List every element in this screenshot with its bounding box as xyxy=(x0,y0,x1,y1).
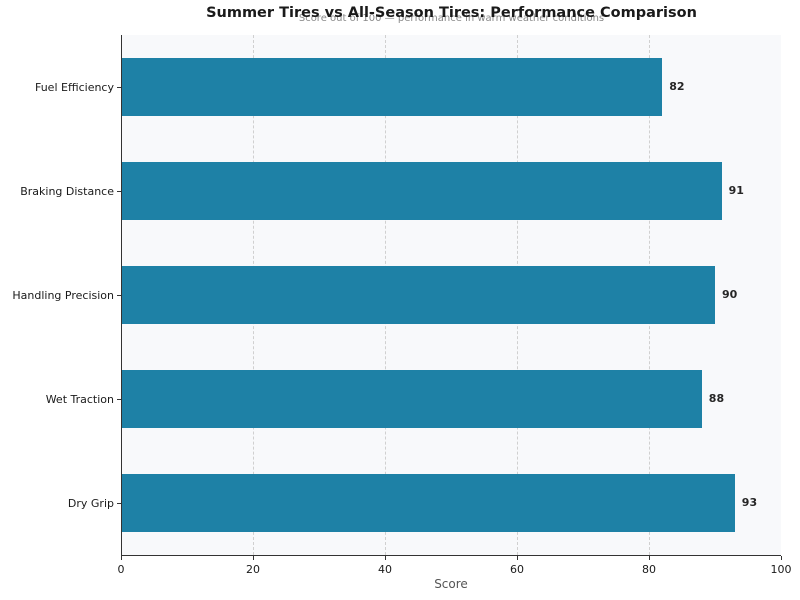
value-label: 88 xyxy=(708,392,725,405)
y-tick-label-wet-traction: Wet Traction xyxy=(45,393,114,406)
value-label: 82 xyxy=(669,80,685,93)
value-label: 91 xyxy=(728,184,744,197)
bar-wet-traction xyxy=(121,370,702,428)
y-tick-label-fuel-efficiency: Fuel Efficiency xyxy=(34,81,114,94)
y-tick xyxy=(117,191,121,192)
y-axis-line xyxy=(121,35,122,556)
x-tick xyxy=(385,556,386,560)
x-axis-line xyxy=(121,555,781,556)
value-label: 93 xyxy=(741,496,758,509)
x-tick-label: 100 xyxy=(770,563,792,576)
x-tick xyxy=(121,556,122,560)
x-tick-label: 60 xyxy=(510,563,524,576)
bar-fuel-efficiency xyxy=(121,58,663,116)
value-label: 90 xyxy=(722,288,738,301)
x-tick xyxy=(781,556,782,560)
x-tick-label: 0 xyxy=(117,563,125,576)
y-tick xyxy=(117,503,121,504)
chart-subtitle: Score out of 100 — performance in warm w… xyxy=(298,13,605,24)
plot-area: 82 91 90 88 93 xyxy=(121,35,781,555)
x-tick-label: 80 xyxy=(642,563,656,576)
y-tick-label-dry-grip: Dry Grip xyxy=(67,497,114,510)
bar-dry-grip xyxy=(121,474,735,532)
y-tick xyxy=(117,399,121,400)
x-axis-title: Score xyxy=(434,577,468,591)
x-tick xyxy=(517,556,518,560)
y-tick xyxy=(117,87,121,88)
bar-handling-precision xyxy=(121,266,715,324)
y-tick xyxy=(117,295,121,296)
x-tick-label: 40 xyxy=(378,563,392,576)
bar-braking-distance xyxy=(121,162,722,220)
x-tick xyxy=(253,556,254,560)
x-tick-label: 20 xyxy=(246,563,260,576)
y-tick-label-braking-distance: Braking Distance xyxy=(20,185,114,198)
y-tick-label-handling-precision: Handling Precision xyxy=(12,289,114,302)
chart-title: Summer Tires vs All-Season Tires: Perfor… xyxy=(206,5,697,21)
x-tick xyxy=(649,556,650,560)
